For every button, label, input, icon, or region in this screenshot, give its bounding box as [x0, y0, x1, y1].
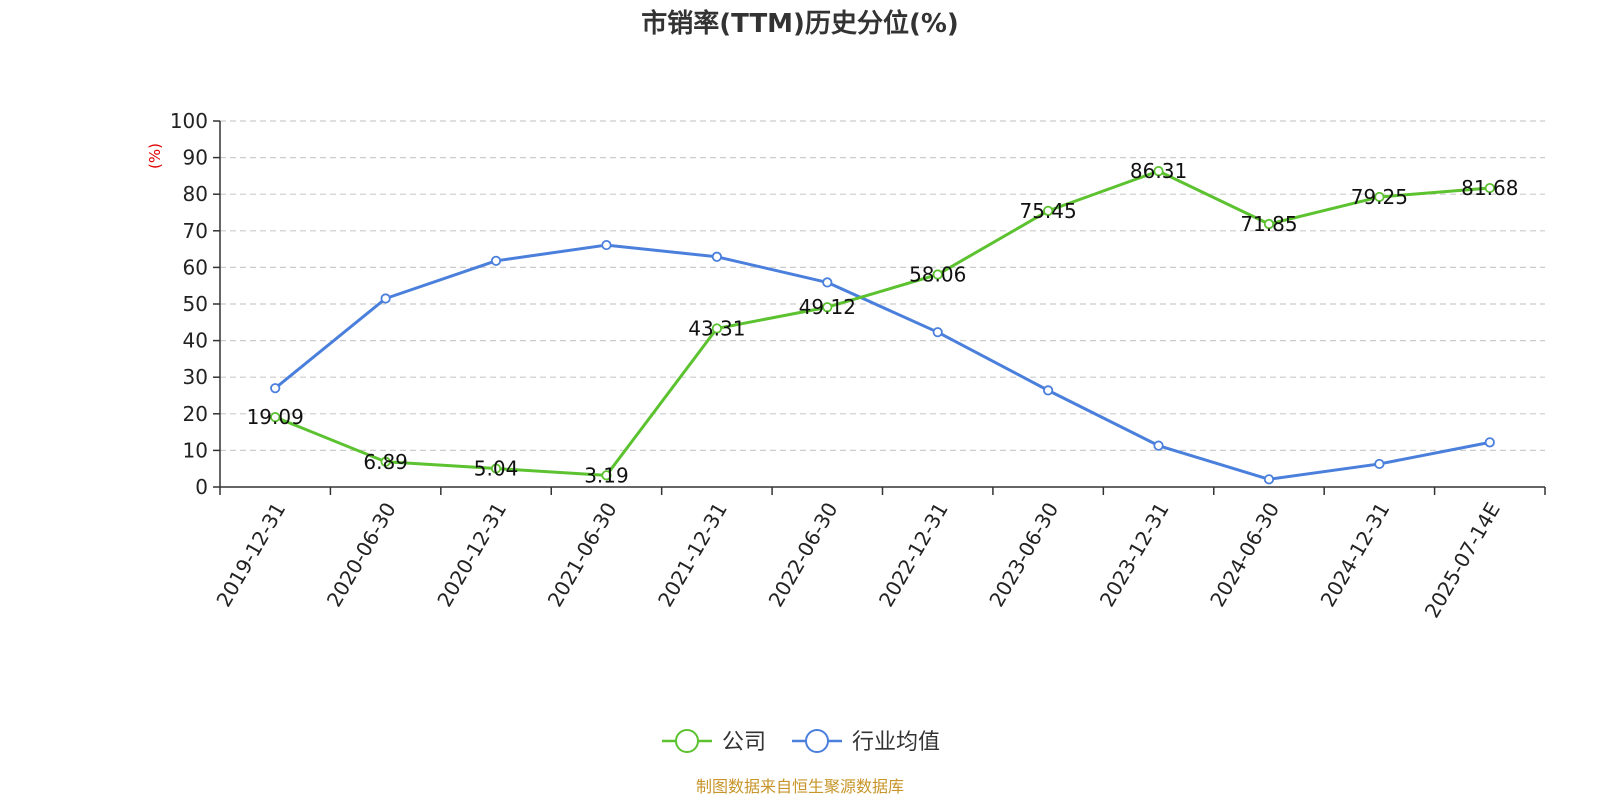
series-lines — [270, 166, 1495, 485]
company-data-point[interactable] — [1374, 191, 1385, 203]
x-tick-label: 2023-06-30 — [984, 498, 1063, 611]
company-data-label: 3.19 — [584, 463, 629, 487]
company-data-point[interactable] — [270, 412, 281, 423]
x-tick-label: 2021-12-31 — [653, 498, 732, 611]
industry-data-point[interactable] — [380, 293, 391, 304]
x-tick-label: 2022-12-31 — [874, 498, 953, 611]
x-tick-label: 2024-06-30 — [1205, 498, 1284, 611]
industry-data-point[interactable] — [1043, 385, 1054, 396]
chart-title: 市销率(TTM)历史分位(%) — [641, 8, 959, 39]
grid-lines — [220, 120, 1545, 451]
company-data-point[interactable] — [822, 302, 833, 313]
industry-data-point[interactable] — [601, 239, 612, 251]
company-data-label: 43.31 — [688, 316, 745, 340]
company-data-point[interactable] — [1484, 182, 1495, 194]
company-data-label: 86.31 — [1130, 159, 1187, 183]
industry-data-point[interactable] — [711, 251, 722, 262]
company-data-label: 71.85 — [1240, 212, 1297, 236]
industry-data-point[interactable] — [1374, 458, 1385, 470]
legend-circle-icon — [675, 729, 699, 753]
industry-data-point[interactable] — [932, 327, 943, 338]
legend-label: 行业均值 — [852, 730, 940, 755]
industry-data-point[interactable] — [1263, 474, 1275, 485]
y-tick-label: 40 — [183, 329, 208, 353]
y-axis-unit-label: (%) — [146, 143, 164, 169]
industry-data-point[interactable] — [270, 383, 281, 394]
axes: 0 10 20 30 40 50 60 70 80 90 100 2019-12-31 2020-06-… — [170, 109, 1546, 622]
company-data-point[interactable] — [1043, 205, 1054, 216]
company-data-label: 5.04 — [474, 457, 519, 481]
company-data-label: 79.25 — [1351, 185, 1408, 209]
x-tick-label: 2025-07-14E — [1420, 498, 1505, 622]
company-data-point[interactable] — [1263, 218, 1275, 230]
industry-data-point[interactable] — [490, 255, 502, 266]
y-tick-label: 0 — [195, 475, 208, 499]
legend-circle-icon — [805, 729, 829, 753]
company-data-label: 81.68 — [1461, 176, 1518, 200]
y-tick-label: 30 — [183, 365, 208, 389]
y-tick-label: 80 — [183, 182, 208, 206]
legend-item-company[interactable]: 公司 — [662, 729, 766, 755]
company-data-label: 19.09 — [247, 405, 304, 429]
legend-item-industry-average[interactable]: 行业均值 — [792, 729, 940, 755]
company-data-point[interactable] — [711, 323, 722, 334]
y-tick-label: 100 — [170, 109, 208, 133]
x-tick-label: 2019-12-31 — [211, 498, 290, 611]
legend-label: 公司 — [722, 730, 766, 755]
source-note: 制图数据来自恒生聚源数据库 — [696, 777, 904, 796]
company-data-label: 6.89 — [363, 450, 408, 474]
company-data-label: 49.12 — [799, 295, 856, 319]
industry-data-point[interactable] — [822, 277, 833, 288]
company-data-label: 75.45 — [1019, 199, 1076, 223]
industry-data-point[interactable] — [1484, 437, 1495, 448]
x-tick-label: 2023-12-31 — [1095, 498, 1174, 611]
x-tick-label: 2022-06-30 — [763, 498, 842, 611]
legend[interactable]: 公司 行业均值 — [662, 729, 940, 755]
company-data-point[interactable] — [380, 456, 391, 467]
industry-data-point[interactable] — [1153, 440, 1164, 451]
x-tick-label: 2024-12-31 — [1316, 498, 1395, 611]
company-data-point[interactable] — [490, 463, 502, 474]
y-tick-label: 50 — [183, 292, 208, 316]
company-data-label: 58.06 — [909, 263, 966, 287]
x-tick-label: 2021-06-30 — [543, 498, 622, 611]
y-tick-label: 20 — [183, 402, 208, 426]
series-line-industry-average — [274, 243, 1491, 481]
x-tick-label: 2020-06-30 — [322, 498, 401, 611]
company-data-point[interactable] — [1153, 166, 1164, 177]
y-tick-label: 70 — [183, 219, 208, 243]
y-tick-label: 60 — [183, 255, 208, 279]
data-labels: 19.09 6.89 5.04 3.19 43.31 49.12 58.06 75.45 86.… — [247, 159, 1519, 487]
y-tick-label: 90 — [183, 146, 208, 170]
company-data-point[interactable] — [932, 269, 943, 280]
company-data-point[interactable] — [601, 470, 612, 481]
x-tick-label: 2020-12-31 — [432, 498, 511, 611]
y-tick-label: 10 — [183, 438, 208, 462]
series-line-company — [274, 169, 1490, 477]
